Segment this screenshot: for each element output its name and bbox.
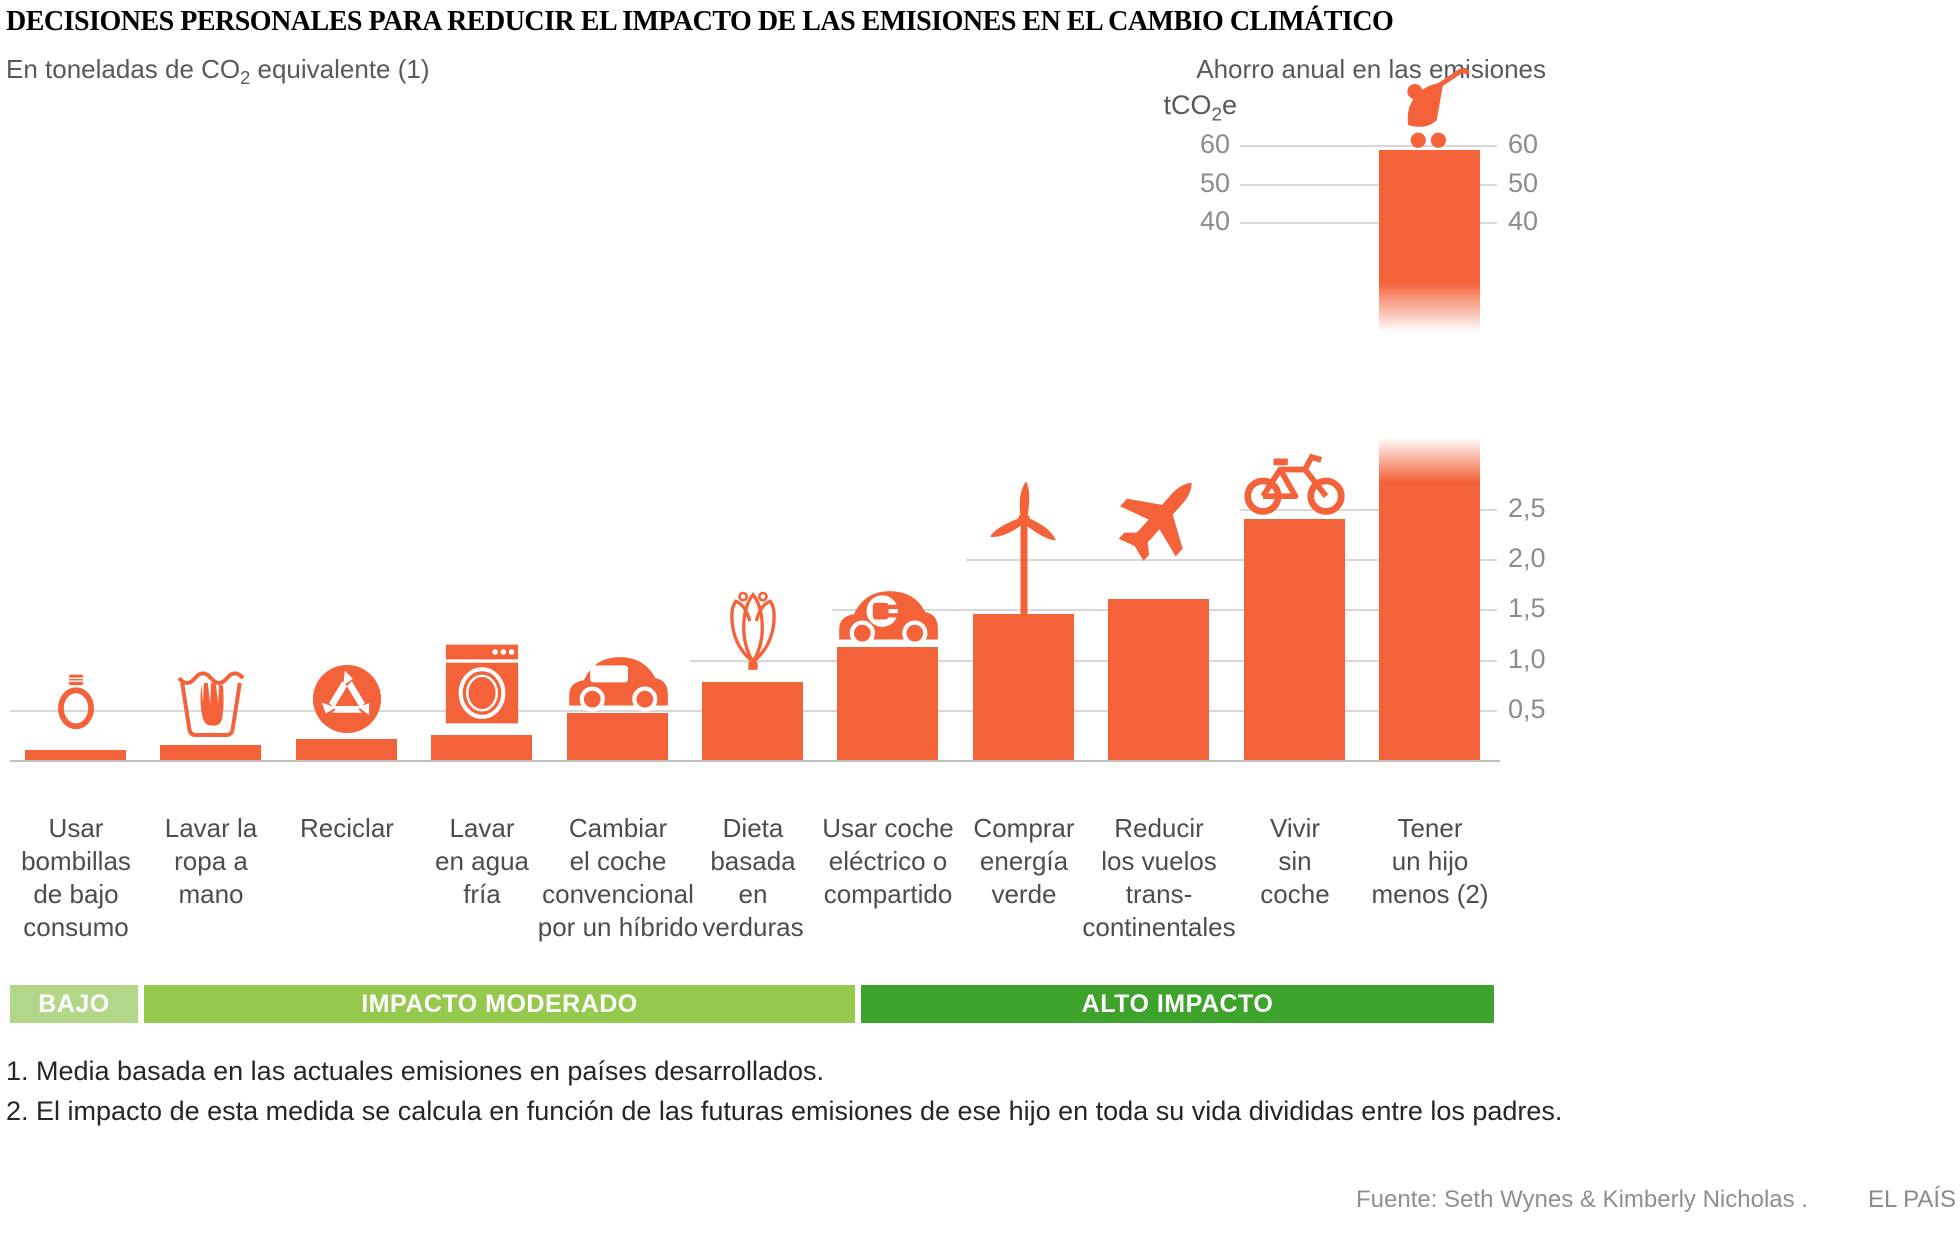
category-label-lavar-mano: Lavar la ropa a mano [164,813,258,909]
lower-tick-right-1,0: 1,0 [1508,644,1546,674]
impact-band-alto: ALTO IMPACTO [861,985,1494,1023]
category-label-coche-electrico: Usar coche eléctrico o compartido [822,813,954,909]
washing-machine-icon [441,633,523,735]
upper-tick-left-50: 50 [1199,168,1230,198]
category-label-vuelos: Reducir los vuelos trans-continentales [1082,813,1236,942]
footnote-2: 2. El impacto de esta medida se calcula … [6,1096,1563,1126]
lightbulb-icon [47,655,105,750]
bar-hibrido [567,713,668,760]
bar-energia-verde [973,614,1074,760]
lower-tick-right-2,0: 2,0 [1508,543,1546,573]
lower-tick-right-2,5: 2,5 [1508,493,1546,523]
stroller-icon [1388,67,1472,152]
upper-tick-right-50: 50 [1508,168,1539,198]
bar-hijo-menos-upper [1379,150,1480,332]
category-label-energia-verde: Comprar energía verde [973,813,1075,909]
brand-logo: EL PAÍS [1867,1186,1956,1213]
footnote-1: 1. Media basada en las actuales emisione… [6,1056,824,1086]
bar-vuelos [1108,599,1209,760]
upper-tick-left-60: 60 [1199,129,1230,159]
category-label-sin-coche: Vivir sin coche [1260,813,1330,909]
x-axis-baseline [10,760,1500,762]
category-label-hijo-menos: Tener un hijo menos (2) [1371,813,1489,909]
category-label-agua-fria: Lavar en agua fría [435,813,529,909]
bar-hijo-menos-lower [1379,437,1480,760]
electric-car-icon [835,572,940,646]
bar-reciclar [296,739,397,760]
bar-sin-coche [1244,519,1345,760]
lower-gridline-1,0 [690,660,1497,662]
category-label-reciclar: Reciclar [300,813,394,843]
bar-lavar-mano [160,745,261,760]
upper-gridline-50 [1240,184,1497,186]
bar-dieta-verduras [702,682,803,760]
upper-tick-left-40: 40 [1199,206,1230,236]
category-label-bombillas: Usar bombillas de bajo consumo [21,813,131,942]
lower-gridline-2,5 [1240,509,1497,511]
source-text: Fuente: Seth Wynes & Kimberly Nicholas . [1355,1186,1808,1213]
hybrid-car-icon [565,638,670,712]
lower-tick-right-1,5: 1,5 [1508,593,1546,623]
lower-tick-right-0,5: 0,5 [1508,694,1546,724]
upper-gridline-40 [1240,222,1497,224]
handwash-icon [171,653,251,745]
upper-tick-right-60: 60 [1508,129,1539,159]
category-label-hibrido: Cambiar el coche convencional por un híbrid… [537,813,699,942]
wind-turbine-icon [974,478,1074,616]
recycle-icon [310,661,384,737]
upper-gridline-60 [1240,145,1497,147]
unit-label: tCO2e [1163,90,1237,126]
chart-subtitle: En toneladas de CO2 equivalente (1) [6,54,430,89]
page-title: DECISIONES PERSONALES PARA REDUCIR EL IM… [6,6,1394,37]
category-label-dieta-verduras: Dieta basada en verduras [702,813,804,942]
vegetable-icon [720,564,786,686]
upper-tick-right-40: 40 [1508,206,1539,236]
right-axis-header: Ahorro anual en las emisiones [1196,54,1546,84]
airplane-icon [1105,467,1213,571]
impact-band-bajo: BAJO [10,985,138,1023]
bar-bombillas [25,750,126,760]
source-line: Fuente: Seth Wynes & Kimberly Nicholas .… [1000,1186,1956,1214]
impact-band-moderado: IMPACTO MODERADO [144,985,855,1023]
bicycle-icon [1242,439,1347,519]
lower-gridline-2,0 [966,559,1497,561]
bar-coche-electrico [837,647,938,760]
bar-agua-fria [431,735,532,760]
